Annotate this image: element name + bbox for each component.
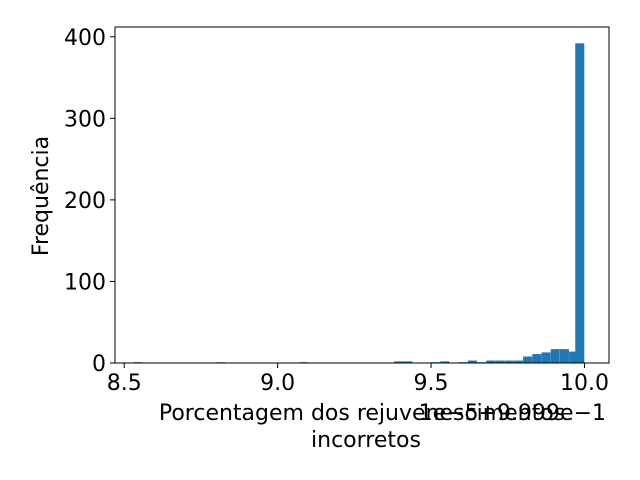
histogram-bar [550, 349, 560, 363]
x-tick-label: 9.0 [260, 371, 295, 396]
histogram-bar [394, 361, 404, 363]
y-tick-label: 100 [64, 270, 106, 295]
y-tick-label: 300 [64, 107, 106, 132]
histogram-bar [504, 360, 514, 363]
y-axis-ticks: 0 100 200 300 400 [64, 26, 115, 377]
y-tick-label: 400 [64, 26, 106, 51]
x-axis-label-line-2: incorretos [311, 428, 421, 453]
x-axis-label-line-1: Porcentagem dos rejuvenescimentos [159, 401, 565, 426]
histogram-bar [440, 361, 450, 363]
histogram-bar [559, 349, 569, 363]
histogram-bar [523, 356, 533, 363]
histogram-bar [532, 354, 542, 363]
bars-group [133, 43, 585, 364]
x-axis-offset-label: 1e−5+9.999e−1 [419, 401, 606, 426]
histogram-bar [403, 361, 413, 363]
x-tick-label: 10.0 [560, 371, 609, 396]
x-tick-label: 8.5 [107, 371, 142, 396]
histogram-bar [467, 360, 477, 363]
x-axis-ticks: 8.5 9.0 9.5 10.0 [107, 363, 609, 396]
y-tick-label: 0 [92, 352, 106, 377]
histogram-bar [575, 43, 585, 364]
y-axis-label: Frequência [29, 136, 54, 256]
histogram-bar [569, 351, 579, 363]
histogram-bar [486, 360, 496, 363]
histogram-bar [513, 360, 523, 363]
plot-background [115, 27, 609, 363]
y-tick-label: 200 [64, 189, 106, 214]
plot-frame [114, 26, 610, 364]
histogram-bar [495, 360, 505, 363]
histogram-bar [541, 352, 551, 363]
x-tick-label: 9.5 [414, 371, 449, 396]
